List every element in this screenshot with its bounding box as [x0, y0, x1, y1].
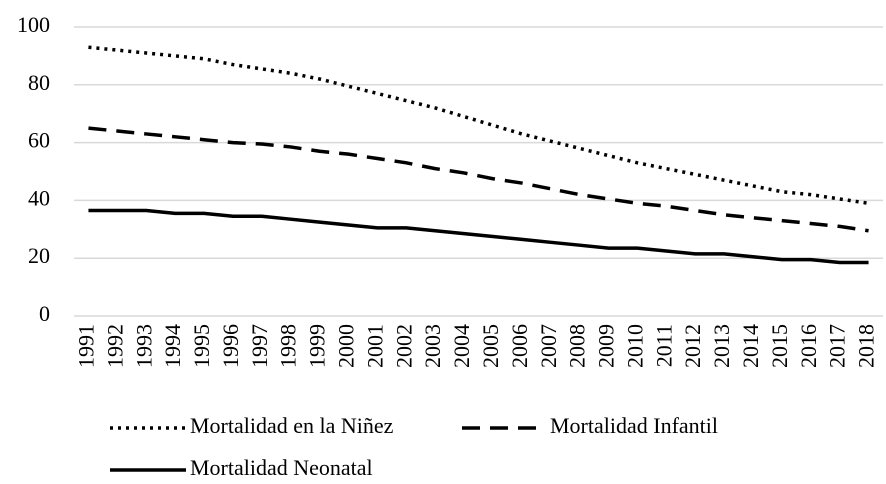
data-line [88, 208, 869, 265]
x-tick-label: 2013 [709, 324, 734, 368]
x-tick-label: 1995 [189, 324, 214, 368]
x-tick-label: 2007 [536, 324, 561, 368]
x-tick-label: 2004 [449, 324, 474, 368]
x-tick-label: 1994 [160, 324, 185, 368]
legend-label: Mortalidad Infantil [550, 413, 718, 438]
x-tick-label: 1999 [305, 324, 330, 368]
y-tick-label: 80 [28, 70, 50, 95]
x-tick-label: 2009 [594, 324, 619, 368]
data-line [88, 45, 869, 206]
x-tick-label: 2018 [854, 324, 879, 368]
y-tick-label: 0 [39, 301, 50, 326]
x-tick-label: 1996 [218, 324, 243, 368]
data-line [88, 126, 869, 233]
y-tick-label: 60 [28, 128, 50, 153]
x-tick-label: 1991 [73, 324, 98, 368]
x-tick-label: 1998 [276, 324, 301, 368]
x-tick-label: 2003 [420, 324, 445, 368]
y-tick-label: 20 [28, 243, 50, 268]
x-tick-label: 2008 [565, 324, 590, 368]
x-tick-label: 2002 [391, 324, 416, 368]
x-tick-label: 2016 [796, 324, 821, 368]
x-tick-label: 2017 [825, 324, 850, 368]
x-tick-label: 2014 [738, 324, 763, 368]
x-tick-label: 2006 [507, 324, 532, 368]
legend-label: Mortalidad en la Niñez [190, 413, 394, 438]
x-tick-label: 2011 [651, 324, 676, 367]
x-tick-label: 1992 [102, 324, 127, 368]
y-tick-label: 100 [17, 12, 50, 37]
x-tick-label: 2000 [334, 324, 359, 368]
x-tick-label: 2012 [680, 324, 705, 368]
y-tick-label: 40 [28, 185, 50, 210]
x-tick-label: 2010 [622, 324, 647, 368]
x-tick-label: 1997 [247, 324, 272, 368]
x-tick-label: 2015 [767, 324, 792, 368]
x-tick-label: 2001 [362, 324, 387, 368]
x-tick-label: 2005 [478, 324, 503, 368]
x-tick-label: 1993 [131, 324, 156, 368]
legend-label: Mortalidad Neonatal [190, 455, 373, 480]
